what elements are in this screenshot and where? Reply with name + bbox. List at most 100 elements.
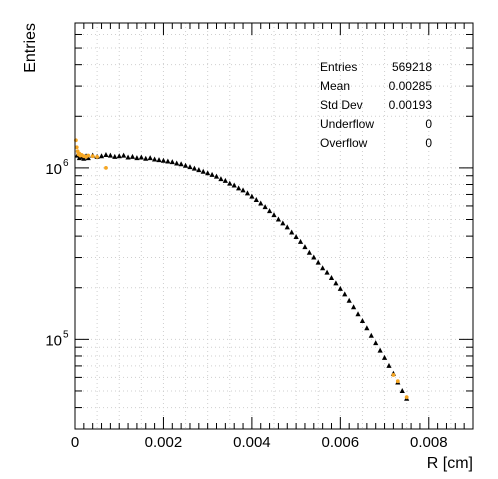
data-point <box>205 170 211 176</box>
x-tick-label: 0 <box>71 434 79 451</box>
x-axis-label: R [cm] <box>427 455 473 472</box>
data-point <box>121 152 127 158</box>
stats-label: Mean <box>320 79 350 93</box>
y-tick-label-exponent: 6 <box>63 158 69 169</box>
data-point <box>328 274 335 280</box>
y-tick-label-base: 10 <box>45 161 62 178</box>
data-point <box>289 229 295 235</box>
data-point <box>395 379 400 384</box>
data-point <box>364 325 370 331</box>
data-point <box>244 190 251 196</box>
data-point <box>156 157 162 163</box>
data-point <box>222 177 228 183</box>
data-point <box>85 155 91 161</box>
stats-value: 0.00193 <box>389 98 433 112</box>
data-point <box>218 176 224 182</box>
x-tick-label: 0.002 <box>145 434 183 451</box>
data-point <box>253 196 259 202</box>
data-point <box>320 265 326 271</box>
x-tick-label: 0.008 <box>410 434 448 451</box>
data-point <box>196 167 202 173</box>
data-point <box>103 151 109 157</box>
data-point <box>337 285 343 291</box>
data-point <box>174 160 180 166</box>
data-point <box>213 173 220 179</box>
stats-value: 0 <box>425 136 432 150</box>
y-tick-label-base: 10 <box>45 332 62 349</box>
data-point <box>191 165 197 171</box>
data-point <box>333 280 339 286</box>
data-point <box>236 185 242 191</box>
data-point <box>258 200 264 206</box>
data-point <box>147 155 153 161</box>
data-point <box>359 317 366 323</box>
data-point <box>306 249 312 255</box>
data-point <box>399 387 405 393</box>
data-point <box>107 152 113 158</box>
data-point <box>280 220 286 226</box>
data-point <box>81 155 87 161</box>
data-point <box>381 354 388 360</box>
data-point <box>346 297 352 303</box>
data-point <box>76 155 83 161</box>
data-point <box>266 208 273 214</box>
stats-label: Entries <box>320 60 357 74</box>
data-point <box>200 168 206 174</box>
stats-label: Overflow <box>320 136 368 150</box>
data-point <box>104 165 108 170</box>
data-point <box>134 155 140 161</box>
data-point <box>275 216 282 222</box>
data-point <box>138 154 144 160</box>
data-point <box>90 154 95 159</box>
data-point <box>169 159 175 165</box>
data-point <box>271 212 277 218</box>
data-point <box>315 259 321 265</box>
data-point <box>227 180 233 186</box>
data-point <box>404 395 409 400</box>
y-tick-label-exponent: 5 <box>63 329 69 340</box>
data-point <box>249 193 255 199</box>
data-point <box>182 162 189 168</box>
data-point <box>386 362 392 368</box>
data-point <box>209 171 215 177</box>
data-point <box>143 155 149 161</box>
stats-value: 569218 <box>392 60 432 74</box>
plot-frame <box>74 22 474 430</box>
stats-box: Entries 569218 Mean 0.00285 Std Dev 0.00193 Un… <box>320 60 432 150</box>
data-point <box>311 254 317 260</box>
data-point <box>231 182 237 188</box>
data-point <box>324 269 330 275</box>
x-tick-label: 0.006 <box>322 434 360 451</box>
data-point <box>368 332 374 338</box>
data-point <box>125 154 131 160</box>
data-point <box>342 291 348 297</box>
data-point <box>152 156 158 162</box>
stats-label: Std Dev <box>320 98 363 112</box>
data-point <box>391 373 396 377</box>
data-point <box>116 153 122 159</box>
data-point <box>86 153 91 158</box>
data-point <box>293 234 299 240</box>
data-series <box>73 138 410 401</box>
x-tick-label: 0.004 <box>233 434 271 451</box>
data-point <box>355 311 361 317</box>
data-point <box>377 347 383 353</box>
data-point <box>284 224 290 230</box>
stats-value: 0.00285 <box>389 79 433 93</box>
data-point <box>74 145 79 150</box>
data-point <box>297 238 304 244</box>
data-point <box>262 204 268 210</box>
data-point <box>302 244 308 250</box>
data-point <box>129 153 136 159</box>
axis-ticks <box>75 22 473 430</box>
data-point <box>178 161 184 167</box>
data-point <box>187 164 193 170</box>
data-point <box>95 154 100 159</box>
data-point <box>240 187 246 193</box>
data-point <box>112 153 118 159</box>
plot-background <box>75 23 473 429</box>
stats-label: Underflow <box>320 117 374 131</box>
